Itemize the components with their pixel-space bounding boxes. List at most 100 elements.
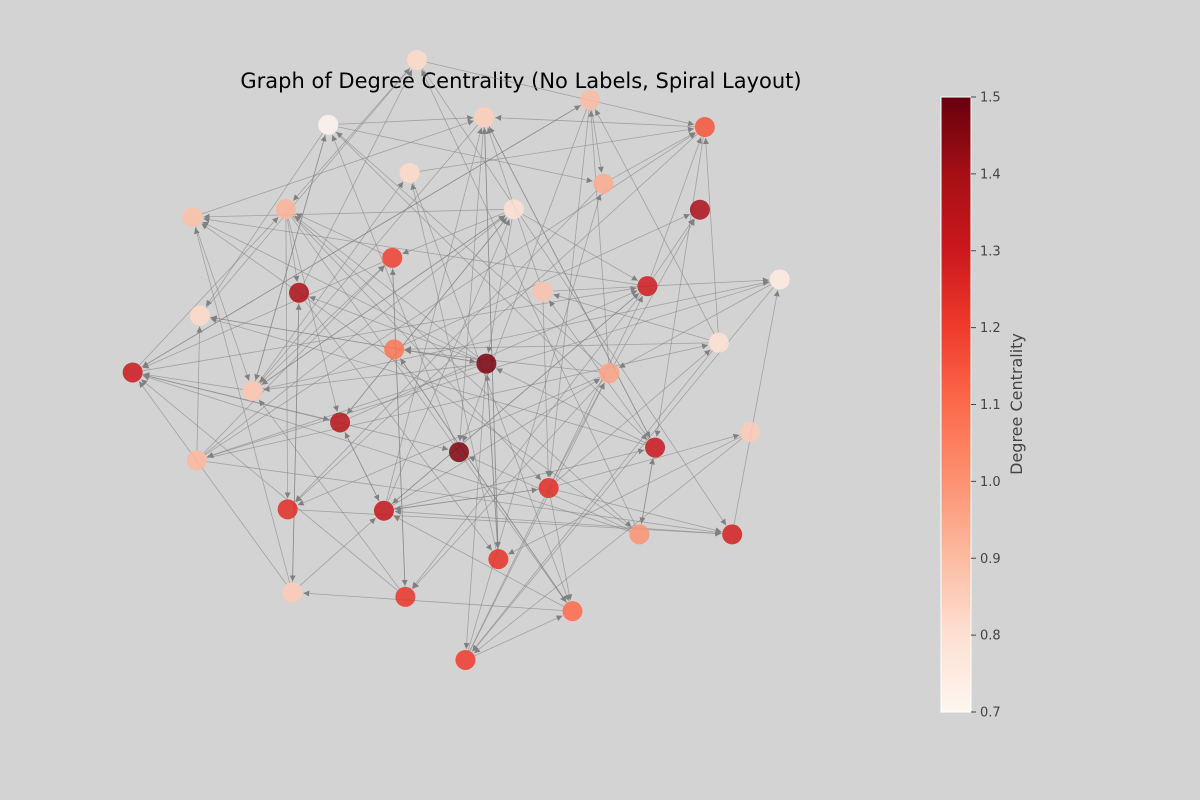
graph-edge [338,114,474,125]
graph-node [694,117,715,138]
graph-edge [203,209,504,220]
graph-edge [611,132,696,180]
graph-edge [410,183,497,550]
graph-edge [591,109,604,173]
graph-edge [202,221,478,360]
graph-node [580,89,601,110]
graph-node [318,114,339,135]
graph-node [242,380,263,401]
graph-edge [141,105,581,368]
graph-edge [421,69,636,526]
colorbar-tick-label: 1.3 [980,244,1001,259]
graph-edge [292,215,632,528]
colorbar-ticks: 0.7 0.8 0.9 1.0 1.1 1.2 1.3 1.4 1.5 [971,91,1001,721]
graph-node [395,586,416,607]
graph-edge [142,374,631,532]
graph-edge [484,374,499,550]
graph-edge [426,61,695,127]
graph-node [382,247,403,268]
graph-node [708,332,729,353]
graph-edge [260,215,506,386]
graph-edge [422,68,727,526]
graph-node [645,437,666,458]
graph-node [562,601,583,622]
graph-edge [558,433,740,486]
graph-edge [193,227,291,583]
graph-node [277,499,298,520]
graph-node [182,207,203,228]
graph-edge [205,132,323,307]
graph-node [455,649,476,670]
graph-edge [204,132,696,456]
graph-node [476,353,497,374]
graph-edge [550,497,573,601]
graph-edge [618,283,772,369]
graph-edge [403,213,691,346]
graph-node [593,173,614,194]
graph-edge [702,138,719,333]
graph-edge [303,69,413,285]
graph-node [532,281,553,302]
graph-node [538,478,559,499]
graph-node [474,107,495,128]
graph-edge [654,136,704,437]
graph-edge [195,226,250,381]
graph-edge [262,280,770,390]
graph-edge [335,131,648,441]
graph-node [122,362,143,383]
graph-edge [287,218,339,412]
graph-edge [488,125,651,439]
graph-edge [469,382,605,652]
graph-edge [203,216,638,286]
graph-node [399,162,420,183]
graph-edge [297,509,722,537]
graph-edge [206,68,411,309]
graph-edge [457,127,484,442]
graph-edge [258,181,404,384]
graph-edge [588,110,610,364]
graph-edge [292,216,542,481]
graph-edge [462,108,587,442]
graph-edge [337,126,593,183]
colorbar-tick-label: 1.0 [980,475,1001,490]
graph-node [637,276,658,297]
graph-node [448,442,469,463]
graph-edge [142,261,384,369]
graph-node [689,199,710,220]
graph-edge [142,286,637,372]
graph-edge [295,213,384,255]
graph-node [769,269,790,290]
graph-edge [336,131,603,367]
edges-layer [138,61,780,657]
graph-edge [284,219,291,499]
graph-node [275,199,296,220]
graph-edge [474,615,563,657]
graph-edge [733,290,780,525]
colorbar-tick-label: 0.7 [980,706,1001,721]
colorbar-tick-label: 0.9 [980,552,1001,567]
graph-edge [203,265,385,454]
graph-edge [393,515,564,607]
graph-edge [140,379,398,591]
colorbar-label: Degree Centrality [1007,333,1026,475]
graph-edge [652,218,695,279]
graph-node [373,500,394,521]
graph-edge [508,436,742,555]
graph-edge [303,590,563,611]
graph-edge [558,490,722,534]
graph-edge [295,190,597,502]
graph-edge [292,303,302,583]
graph-node [384,339,405,360]
graph-edge [346,216,508,415]
graph-node [186,450,207,471]
graph-edge [206,461,722,536]
graph-edge [555,349,711,482]
graph-node [488,549,509,570]
graph-node [282,582,303,603]
graph-edge [389,268,406,587]
graph-edge [463,373,487,650]
graph-edge [143,372,243,390]
graph-edge [469,295,643,652]
graph-edge [291,216,567,603]
graph-node [722,524,743,545]
